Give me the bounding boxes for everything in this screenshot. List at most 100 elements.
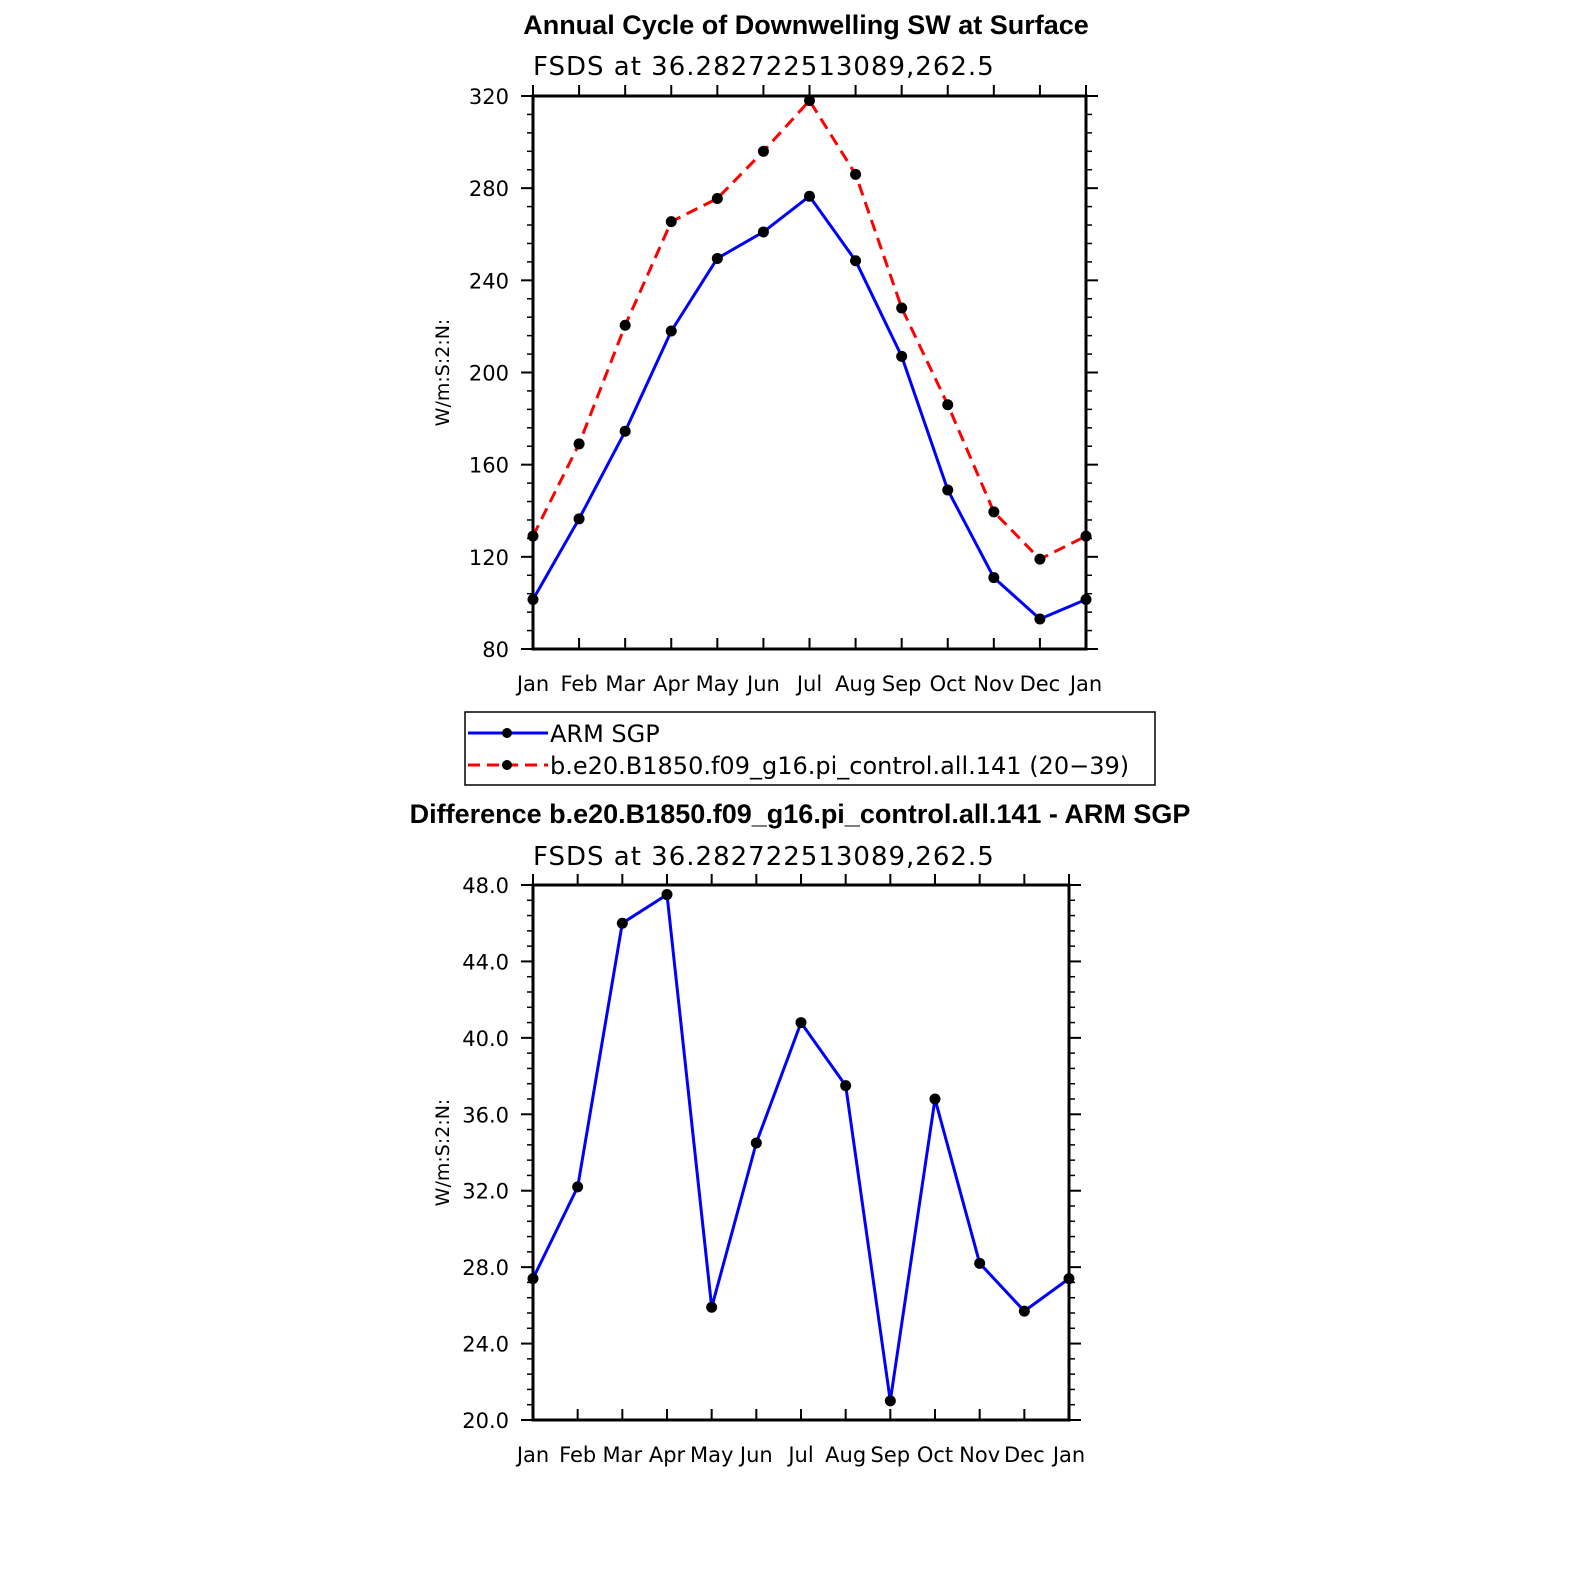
chart2-series-1-point <box>884 1395 896 1407</box>
chart2-series-1-point <box>1063 1273 1075 1285</box>
chart2-series-1-point <box>929 1093 941 1105</box>
chart1-ytick-label: 80 <box>482 638 509 662</box>
chart1-ytick-label: 200 <box>469 362 509 386</box>
chart1-series-2-point <box>711 193 723 205</box>
chart1-xtick-label: Feb <box>560 672 597 696</box>
chart2-ytick-label: 36.0 <box>462 1103 509 1127</box>
chart1-ytick-label: 120 <box>469 546 509 570</box>
chart1-series-1-point <box>1080 593 1092 605</box>
chart2-series-1-point <box>706 1301 718 1313</box>
chart2-xtick-label: Oct <box>917 1443 953 1467</box>
chart2-ytick-label: 32.0 <box>462 1180 509 1204</box>
chart1-ytick-label: 240 <box>469 269 509 293</box>
chart2-xtick-label: Jan <box>515 1443 549 1467</box>
chart1-series-2-line <box>531 99 1087 561</box>
chart1-series-1-point <box>527 593 539 605</box>
chart1-series-1-point <box>942 484 954 496</box>
chart1-series-2-point <box>988 506 1000 518</box>
chart2-series-1-point <box>572 1181 584 1193</box>
legend-series-1-marker <box>502 728 512 738</box>
chart1-xtick-label: Sep <box>882 672 922 696</box>
chart2-xtick-label: Sep <box>871 1443 911 1467</box>
chart2-xtick-label: Dec <box>1004 1443 1045 1467</box>
chart2-xtick-label: Jun <box>738 1443 773 1467</box>
chart2-subtitle: FSDS at 36.282722513089,262.5 <box>533 842 995 872</box>
chart1-series-2-point <box>665 216 677 228</box>
chart1-ytick-label: 320 <box>469 85 509 109</box>
chart2-title: Difference b.e20.B1850.f09_g16.pi_contro… <box>410 799 1191 829</box>
chart1-xtick-label: Apr <box>653 672 690 696</box>
chart2-xtick-label: Nov <box>959 1443 1000 1467</box>
chart1-series-1-point <box>804 190 815 202</box>
chart1-series-1-point <box>665 325 677 337</box>
chart2-plot: Jan Feb Mar Apr May Jun Jul Aug Sep Oct Nov Dec Jan2… <box>432 874 1085 1467</box>
chart1-series-1-point <box>573 513 585 525</box>
chart1-ytick-label: 280 <box>469 177 509 201</box>
chart1-series-2-point <box>850 168 862 180</box>
chart2-ytick-label: 40.0 <box>462 1027 509 1051</box>
chart1-series-2-point <box>1080 530 1092 542</box>
chart1-series-1-line <box>531 194 1087 621</box>
chart2-ytick-label: 24.0 <box>462 1333 509 1357</box>
chart1-xtick-label: Jan <box>515 672 549 696</box>
chart1-xtick-label: Jul <box>795 672 822 696</box>
chart1-ylabel: W/m:S:2:N: <box>432 319 454 427</box>
chart1-ytick-label: 160 <box>469 454 509 478</box>
chart1-frame <box>531 94 1088 651</box>
chart1-series-2-point <box>527 530 539 542</box>
chart2-ylabel: W/m:S:2:N: <box>432 1099 454 1207</box>
chart2-series-1-point <box>527 1273 539 1285</box>
chart1-series-2-point <box>757 145 769 157</box>
chart1-series-2-point <box>1034 553 1046 565</box>
chart1-legend: ARM SGP b.e20.B1850.f09_g16.pi_control.a… <box>464 711 1156 786</box>
chart1-series-1-point <box>988 572 1000 584</box>
chart2-xtick-label: Jan <box>1051 1443 1085 1467</box>
chart2-xtick-label: Apr <box>649 1443 686 1467</box>
chart1-plot: Jan Feb Mar Apr May Jun Jul Aug Sep Oct Nov Dec Jan8… <box>432 85 1102 696</box>
chart1-series-1-point <box>896 350 908 362</box>
chart2-xtick-label: May <box>690 1443 733 1467</box>
chart1-series-1-point <box>1034 613 1046 625</box>
chart2-xtick-label: Feb <box>559 1443 596 1467</box>
chart2-series-1-point <box>795 1017 807 1029</box>
chart1-series-1-point <box>757 226 769 238</box>
chart1-series-1-point <box>619 425 631 437</box>
chart2-ytick-label: 48.0 <box>462 874 509 898</box>
legend-frame <box>464 711 1156 786</box>
chart1-subtitle: FSDS at 36.282722513089,262.5 <box>533 52 995 82</box>
chart2-series-1-point <box>616 917 628 929</box>
chart1-title: Annual Cycle of Downwelling SW at Surfac… <box>523 10 1089 40</box>
chart2-series-1-line <box>531 893 1070 1403</box>
chart2-xtick-label: Aug <box>825 1443 866 1467</box>
chart2-xtick-label: Mar <box>603 1443 643 1467</box>
chart1-series-2-point <box>942 399 954 411</box>
chart1-xtick-label: May <box>696 672 739 696</box>
chart2-ytick-label: 44.0 <box>462 950 509 974</box>
legend-series-1-label: ARM SGP <box>550 720 660 748</box>
chart1-series-1-point <box>711 252 723 264</box>
chart1-xtick-label: Dec <box>1020 672 1061 696</box>
chart1-xtick-label: Aug <box>835 672 876 696</box>
chart2-series-1-point <box>661 889 673 901</box>
chart2-ytick-label: 28.0 <box>462 1256 509 1280</box>
chart2-xtick-label: Jul <box>786 1443 813 1467</box>
chart1-series-2-point <box>619 319 631 331</box>
chart1-xtick-label: Jan <box>1068 672 1102 696</box>
chart2-frame <box>531 883 1071 1422</box>
chart1-xtick-label: Jun <box>745 672 780 696</box>
chart1-series-2-point <box>573 438 585 450</box>
legend-series-2-label: b.e20.B1850.f09_g16.pi_control.all.141 (… <box>550 752 1129 780</box>
chart1-series-2-point <box>896 302 908 314</box>
chart2-ytick-label: 20.0 <box>462 1409 509 1433</box>
chart1-xtick-label: Oct <box>930 672 966 696</box>
chart2-series-1-point <box>840 1080 852 1092</box>
chart1-xtick-label: Mar <box>605 672 645 696</box>
chart1-series-1-point <box>850 255 862 267</box>
chart1-series-2-point <box>804 95 815 107</box>
chart2-series-1-point <box>974 1257 986 1269</box>
chart2-series-1-point <box>750 1137 762 1149</box>
legend-series-2-marker <box>502 760 512 770</box>
chart1-xtick-label: Nov <box>973 672 1014 696</box>
chart2-series-1-point <box>1018 1305 1030 1317</box>
